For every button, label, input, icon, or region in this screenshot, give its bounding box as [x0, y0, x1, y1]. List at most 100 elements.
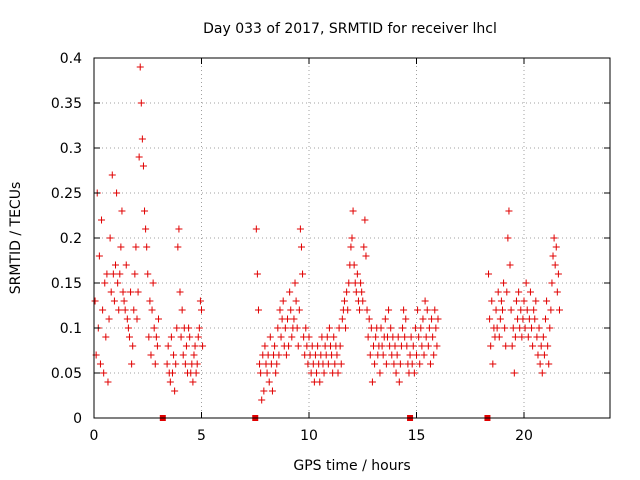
data-point [334, 369, 342, 377]
data-point [193, 360, 201, 368]
data-point [520, 297, 528, 305]
data-point [91, 297, 99, 305]
data-point [343, 288, 351, 296]
data-point [281, 324, 289, 332]
data-point [434, 315, 442, 323]
data-point [148, 306, 156, 314]
data-point [493, 324, 501, 332]
data-point [533, 333, 541, 341]
data-point [336, 342, 344, 350]
data-point [550, 234, 558, 242]
data-point [117, 243, 125, 251]
data-point [131, 270, 139, 278]
data-point [360, 243, 368, 251]
data-point [107, 288, 115, 296]
data-point [396, 360, 404, 368]
data-point [539, 333, 547, 341]
data-point [510, 369, 518, 377]
data-point [95, 252, 103, 260]
data-point [105, 315, 113, 323]
data-point [555, 306, 563, 314]
data-point [432, 324, 440, 332]
data-point [521, 324, 529, 332]
data-point [391, 342, 399, 350]
data-point [177, 333, 185, 341]
data-point [505, 207, 513, 215]
data-point [295, 306, 303, 314]
data-point [129, 342, 137, 350]
data-point [424, 342, 432, 350]
data-point [413, 351, 420, 359]
data-point [196, 297, 204, 305]
data-point [139, 162, 147, 170]
data-point [261, 342, 269, 350]
data-point [523, 306, 531, 314]
data-point [302, 324, 310, 332]
data-point [553, 288, 561, 296]
data-point [253, 270, 261, 278]
data-point [485, 270, 493, 278]
data-point [256, 360, 264, 368]
data-point [146, 297, 154, 305]
data-point [420, 351, 428, 359]
data-point [189, 378, 197, 386]
data-point [99, 306, 107, 314]
data-point [359, 297, 367, 305]
data-point [175, 225, 183, 233]
data-point [399, 324, 407, 332]
data-point [543, 297, 551, 305]
data-point [134, 288, 142, 296]
data-point [296, 225, 304, 233]
data-point [372, 333, 380, 341]
data-point [186, 333, 194, 341]
data-point [291, 279, 299, 287]
data-point [407, 333, 415, 341]
data-point [106, 234, 114, 242]
data-point [428, 315, 436, 323]
data-point [125, 333, 133, 341]
data-point [122, 261, 130, 269]
data-point [504, 234, 512, 242]
data-points [91, 63, 563, 404]
data-point [130, 306, 138, 314]
data-point [425, 324, 433, 332]
data-point [385, 306, 393, 314]
data-point [400, 306, 408, 314]
data-point [333, 351, 341, 359]
data-point [166, 378, 174, 386]
data-point [258, 396, 266, 404]
data-point [142, 225, 150, 233]
data-point [195, 324, 203, 332]
data-point [366, 351, 374, 359]
data-point [347, 243, 355, 251]
data-point [118, 207, 126, 215]
data-point [487, 342, 495, 350]
data-point [551, 261, 559, 269]
data-point [363, 306, 371, 314]
data-point [287, 306, 295, 314]
grid-lines [94, 58, 610, 418]
data-point [419, 315, 427, 323]
data-point [345, 279, 353, 287]
data-point [135, 153, 143, 161]
data-point [501, 324, 509, 332]
y-tick-label: 0.4 [60, 51, 82, 67]
data-point [414, 306, 422, 314]
data-point [509, 324, 517, 332]
data-point [173, 324, 181, 332]
data-point [500, 279, 508, 287]
y-tick-label: 0.05 [51, 366, 82, 382]
data-point [104, 378, 112, 386]
data-point [409, 342, 417, 350]
data-point [294, 342, 302, 350]
data-point [265, 378, 273, 386]
data-point [116, 270, 124, 278]
data-point [488, 297, 496, 305]
data-point [113, 189, 121, 197]
data-point [123, 315, 131, 323]
data-point [155, 315, 162, 323]
data-point [350, 261, 358, 269]
data-point [271, 342, 279, 350]
data-point [114, 279, 122, 287]
